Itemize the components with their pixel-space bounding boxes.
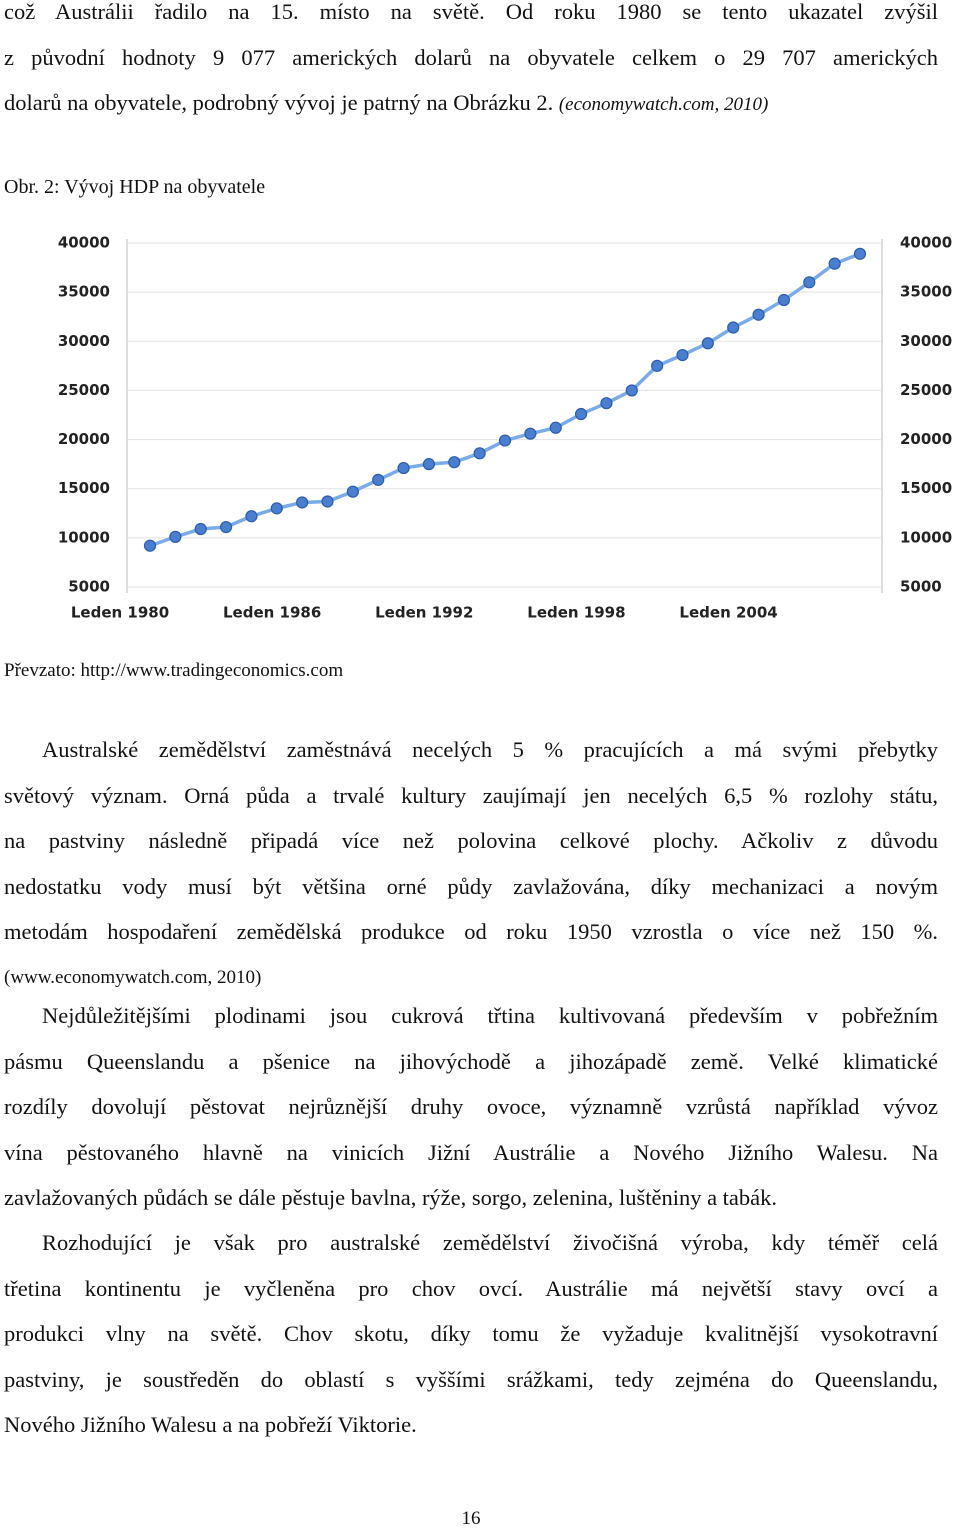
text-line: pásmu Queenslandu a pšenice na jihovýcho… bbox=[4, 1048, 938, 1074]
y2-tick-label: 15000 bbox=[900, 479, 952, 497]
data-point bbox=[473, 447, 486, 460]
text-line: pastviny, je soustředěn do oblastí s vyš… bbox=[4, 1366, 938, 1392]
data-point bbox=[625, 384, 638, 397]
page-number: 16 bbox=[461, 1508, 481, 1529]
paragraph: Nejdůležitějšími plodinami jsou cukrová … bbox=[4, 993, 938, 1221]
text-line: z původní hodnoty 9 077 amerických dolar… bbox=[4, 44, 938, 70]
data-point bbox=[346, 485, 359, 498]
y-tick-label: 30000 bbox=[58, 332, 110, 350]
data-point bbox=[448, 456, 461, 469]
x-tick-label: Leden 1980 bbox=[71, 604, 169, 622]
data-point bbox=[245, 510, 258, 523]
y-tick-label: 10000 bbox=[58, 528, 110, 546]
y-tick-label: 15000 bbox=[58, 479, 110, 497]
data-point bbox=[574, 407, 588, 421]
data-point bbox=[194, 522, 207, 536]
data-point bbox=[853, 247, 867, 260]
data-point bbox=[498, 434, 512, 447]
text-line: Nového Jižního Walesu a na pobřeží Vikto… bbox=[4, 1412, 417, 1438]
paragraph: Australské zemědělství zaměstnává necelý… bbox=[4, 727, 938, 1001]
data-point bbox=[549, 421, 562, 434]
text-line: metodám hospodaření zemědělská produkce … bbox=[4, 919, 938, 945]
x-tick-label: Leden 2004 bbox=[679, 604, 777, 622]
text-line: zavlažovaných půdách se dále pěstuje bav… bbox=[4, 1185, 778, 1211]
text-line: třetina kontinentu je vyčleněna pro chov… bbox=[4, 1275, 938, 1301]
text-line: vína pěstovaného hlavně na vinicích Jižn… bbox=[4, 1139, 938, 1165]
data-point bbox=[676, 348, 689, 362]
data-point bbox=[143, 539, 157, 552]
x-tick-label: Leden 1986 bbox=[223, 604, 321, 622]
text-line: Australské zemědělství zaměstnává necelý… bbox=[42, 737, 938, 762]
data-point bbox=[803, 276, 816, 289]
data-point bbox=[777, 293, 791, 307]
data-point bbox=[321, 495, 334, 508]
text-line: světový význam. Orná půda a trvalé kultu… bbox=[4, 782, 938, 808]
data-point bbox=[828, 257, 841, 270]
y2-tick-label: 30000 bbox=[900, 332, 952, 350]
y-tick-label: 35000 bbox=[58, 283, 110, 301]
data-point bbox=[219, 520, 233, 534]
figure-source: Převzato: http://www.tradingeconomics.co… bbox=[4, 660, 344, 681]
y2-tick-label: 5000 bbox=[900, 578, 942, 596]
y-tick-label: 5000 bbox=[68, 578, 110, 596]
y2-tick-label: 25000 bbox=[900, 381, 952, 399]
text-line: rozdíly dovolují pěstovat nejrůznější dr… bbox=[4, 1094, 938, 1120]
text-line: což Austrálii řadilo na 15. místo na svě… bbox=[4, 0, 938, 24]
intro-paragraph: což Austrálii řadilo na 15. místo na svě… bbox=[4, 0, 938, 128]
data-point bbox=[701, 337, 714, 350]
chart: 5000 5000 10000 10000 15000 15000 20000 20000 25… bbox=[58, 234, 952, 622]
text-line: produkci vlny na světě. Chov skotu, díky… bbox=[4, 1321, 938, 1347]
data-point bbox=[397, 461, 410, 475]
x-tick-label: Leden 1992 bbox=[375, 604, 473, 622]
data-point bbox=[524, 427, 537, 440]
text-line: nedostatku vody musí být většina orné pů… bbox=[4, 873, 938, 899]
y-tick-label: 20000 bbox=[58, 430, 110, 448]
data-point bbox=[422, 458, 436, 471]
text-line: Rozhodující je však pro australské zeměd… bbox=[42, 1230, 938, 1255]
text-line: Nejdůležitějšími plodinami jsou cukrová … bbox=[42, 1003, 938, 1028]
data-point bbox=[169, 530, 182, 543]
text-line: dolarů na obyvatele, podrobný vývoj je p… bbox=[4, 90, 769, 116]
data-point bbox=[372, 473, 385, 486]
y-tick-label: 25000 bbox=[58, 381, 110, 399]
y2-tick-label: 20000 bbox=[900, 430, 952, 448]
data-point bbox=[727, 321, 740, 334]
data-line bbox=[149, 252, 861, 548]
data-point bbox=[296, 496, 309, 509]
data-point bbox=[270, 502, 283, 515]
text-line: na pastviny následně připadá více než po… bbox=[4, 828, 938, 854]
paragraph: Rozhodující je však pro australské zeměd… bbox=[4, 1220, 938, 1448]
y2-tick-label: 40000 bbox=[900, 234, 952, 252]
y2-tick-label: 10000 bbox=[900, 528, 952, 546]
data-point bbox=[600, 397, 613, 410]
data-point bbox=[752, 308, 765, 321]
citation: (www.economywatch.com, 2010) bbox=[4, 966, 262, 988]
y-tick-label: 40000 bbox=[58, 234, 110, 252]
data-point bbox=[651, 359, 664, 372]
figure-caption: Obr. 2: Vývoj HDP na obyvatele bbox=[4, 176, 266, 198]
x-tick-label: Leden 1998 bbox=[527, 604, 625, 622]
citation: (economywatch.com, 2010) bbox=[558, 94, 769, 116]
y2-tick-label: 35000 bbox=[900, 283, 952, 301]
